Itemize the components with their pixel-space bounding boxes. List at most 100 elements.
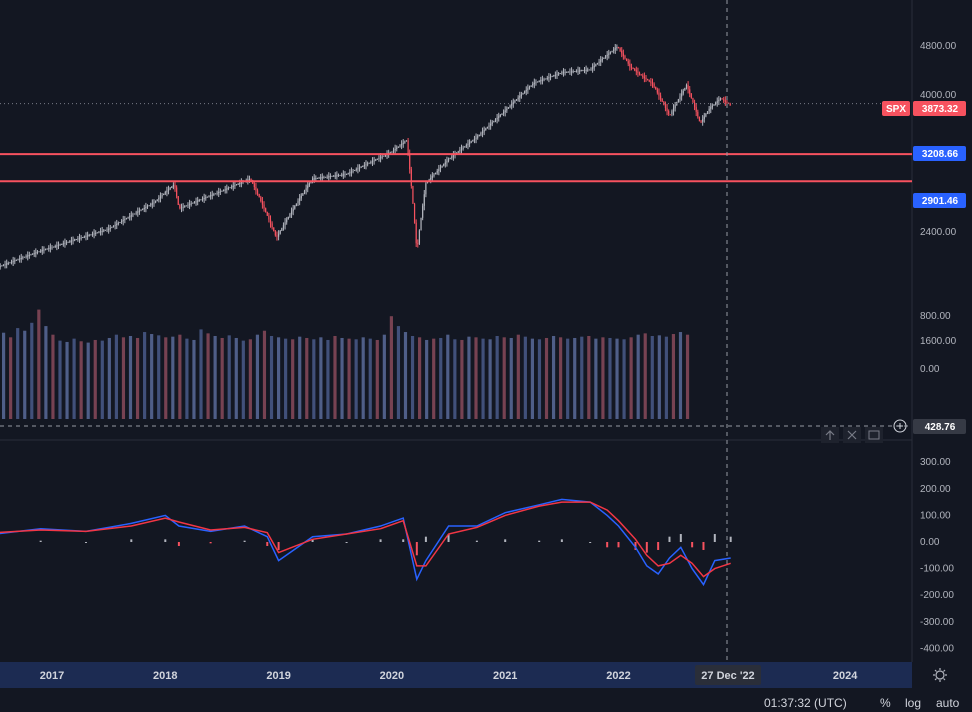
price-candle bbox=[237, 183, 239, 185]
price-candle bbox=[630, 66, 633, 68]
price-tick-label: 1600.00 bbox=[920, 336, 957, 347]
price-candle bbox=[407, 140, 409, 154]
price-candle bbox=[485, 128, 487, 130]
price-candle bbox=[91, 233, 94, 235]
x-tick-label: 2020 bbox=[380, 670, 404, 682]
price-candle bbox=[208, 196, 210, 198]
price-candle bbox=[496, 117, 498, 120]
price-candle bbox=[425, 183, 427, 195]
price-candle bbox=[17, 259, 19, 261]
settings-icon[interactable] bbox=[933, 668, 947, 682]
price-candle bbox=[320, 177, 322, 179]
price-candle bbox=[125, 218, 128, 220]
price-candle bbox=[83, 236, 85, 238]
price-candle bbox=[439, 167, 442, 170]
price-candle bbox=[606, 54, 608, 57]
price-candle bbox=[525, 89, 527, 92]
close-icon[interactable] bbox=[843, 427, 861, 443]
volume-bar bbox=[375, 339, 379, 419]
volume-bar bbox=[354, 339, 358, 419]
price-candle bbox=[172, 184, 174, 187]
price-candle bbox=[69, 241, 71, 243]
price-candle bbox=[551, 76, 553, 78]
price-candle bbox=[23, 256, 26, 258]
price-candle bbox=[493, 120, 495, 123]
price-candle bbox=[203, 198, 205, 200]
svg-text:27 Dec '22: 27 Dec '22 bbox=[701, 670, 754, 682]
price-candle bbox=[545, 78, 547, 80]
macd-line bbox=[0, 498, 731, 587]
volume-bar bbox=[403, 332, 408, 419]
price-candle bbox=[457, 151, 459, 153]
arrow-up-icon[interactable] bbox=[821, 427, 839, 443]
price-candle bbox=[253, 183, 255, 187]
price-candle bbox=[514, 100, 516, 103]
price-candle bbox=[609, 52, 612, 54]
price-candle bbox=[595, 64, 597, 66]
volume-bar bbox=[559, 337, 563, 419]
price-candle bbox=[642, 75, 644, 77]
volume-bar bbox=[671, 334, 676, 419]
price-candle bbox=[430, 177, 432, 180]
price-candle bbox=[93, 233, 95, 235]
price-candle bbox=[276, 235, 278, 237]
volume-bar bbox=[2, 332, 6, 419]
price-candle bbox=[420, 217, 422, 231]
auto-toggle[interactable]: auto bbox=[936, 696, 960, 710]
price-candle bbox=[329, 176, 331, 178]
log-toggle[interactable]: log bbox=[905, 696, 922, 710]
volume-bar bbox=[298, 336, 302, 419]
price-candle bbox=[62, 243, 64, 245]
price-candle bbox=[622, 53, 624, 56]
price-candle bbox=[580, 70, 582, 72]
price-candle bbox=[176, 187, 178, 197]
macd-histogram-bar bbox=[645, 542, 648, 553]
price-candle bbox=[48, 248, 50, 250]
price-candle bbox=[41, 250, 43, 252]
maximize-icon[interactable] bbox=[865, 427, 883, 443]
macd-tick-label: 200.00 bbox=[920, 484, 951, 495]
price-candle bbox=[619, 48, 621, 51]
price-candle bbox=[627, 61, 629, 64]
price-candle bbox=[575, 70, 578, 72]
percent-toggle[interactable]: % bbox=[880, 696, 891, 710]
volume-bar bbox=[396, 326, 401, 419]
price-candle bbox=[543, 79, 545, 81]
price-tick-label: 2400.00 bbox=[920, 227, 957, 238]
price-candle bbox=[396, 147, 398, 149]
macd-histogram-bar bbox=[424, 536, 427, 542]
price-candle bbox=[643, 76, 645, 78]
volume-bar bbox=[248, 339, 252, 419]
price-candle bbox=[548, 77, 550, 79]
price-candle bbox=[705, 113, 707, 117]
macd-tick-label: -100.00 bbox=[920, 564, 954, 575]
volume-bar bbox=[573, 337, 577, 419]
price-candle bbox=[598, 61, 600, 64]
price-candle bbox=[336, 175, 338, 177]
x-tick-label: 2017 bbox=[40, 670, 64, 682]
volume-bar bbox=[446, 334, 450, 419]
price-candle bbox=[278, 233, 280, 237]
price-candle bbox=[519, 96, 521, 98]
price-candle bbox=[677, 99, 679, 103]
price-candle bbox=[184, 206, 186, 208]
price-candle bbox=[579, 70, 581, 72]
price-candle bbox=[358, 167, 361, 169]
price-candle bbox=[195, 201, 197, 203]
price-candle bbox=[412, 185, 414, 204]
price-candle bbox=[549, 76, 552, 78]
macd-tick-label: -200.00 bbox=[920, 590, 954, 601]
price-candle bbox=[163, 193, 165, 196]
price-candle bbox=[185, 205, 187, 207]
price-candle bbox=[655, 86, 657, 90]
price-candle bbox=[109, 227, 111, 229]
volume-bar bbox=[530, 338, 534, 419]
plus-icon[interactable] bbox=[893, 419, 907, 433]
price-candle bbox=[651, 82, 654, 84]
time-axis[interactable] bbox=[0, 662, 912, 688]
price-candle bbox=[617, 46, 620, 49]
volume-bar bbox=[206, 333, 210, 419]
price-candle bbox=[438, 169, 440, 171]
volume-bar bbox=[107, 337, 111, 419]
